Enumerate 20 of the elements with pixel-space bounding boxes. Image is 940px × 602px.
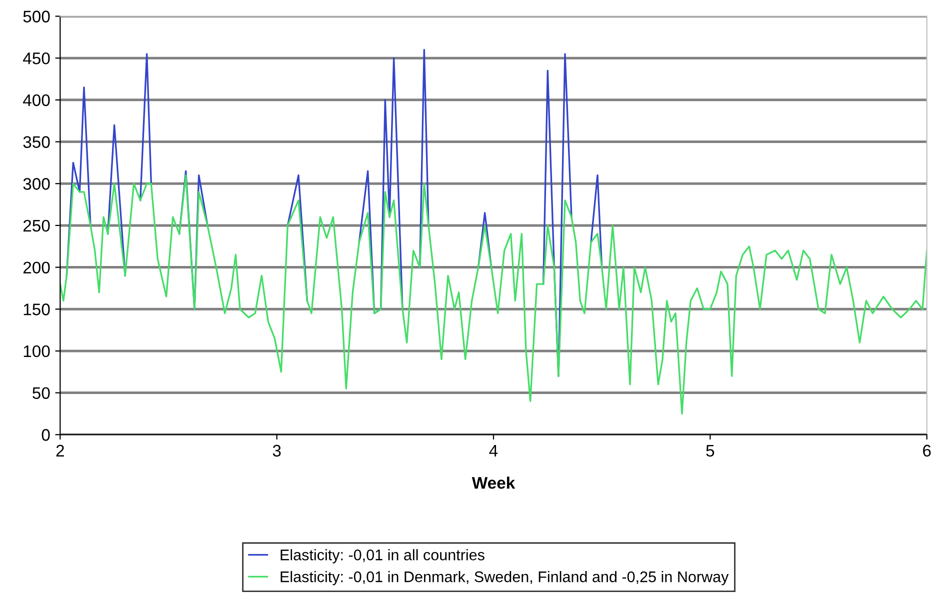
y-tick-label: 50: [32, 387, 50, 400]
y-tick-label: 250: [23, 220, 50, 232]
x-axis-title: Week: [472, 476, 516, 489]
legend-label: Elasticity: -0,01 in all countries: [280, 549, 484, 564]
y-tick-label: 300: [23, 178, 50, 190]
legend-label: Elasticity: -0,01 in Denmark, Sweden, Finland and -0,25 in Norway: [280, 571, 729, 586]
x-tick-label: 5: [706, 444, 714, 457]
y-tick-label: 150: [24, 304, 50, 316]
x-tick-label: 4: [489, 444, 498, 456]
y-tick-label: 200: [23, 262, 50, 274]
x-tick-label: 6: [923, 444, 931, 457]
y-tick-label: 0: [42, 429, 50, 441]
y-tick-label: 100: [24, 345, 50, 358]
line-series: [60, 174, 927, 415]
y-tick-label: 400: [23, 94, 50, 106]
x-tick-label: 3: [272, 444, 281, 457]
y-tick-label: 350: [23, 136, 50, 148]
x-tick-label: 2: [56, 444, 64, 456]
y-tick-label: 500: [23, 10, 50, 22]
y-tick-label: 450: [23, 52, 50, 64]
